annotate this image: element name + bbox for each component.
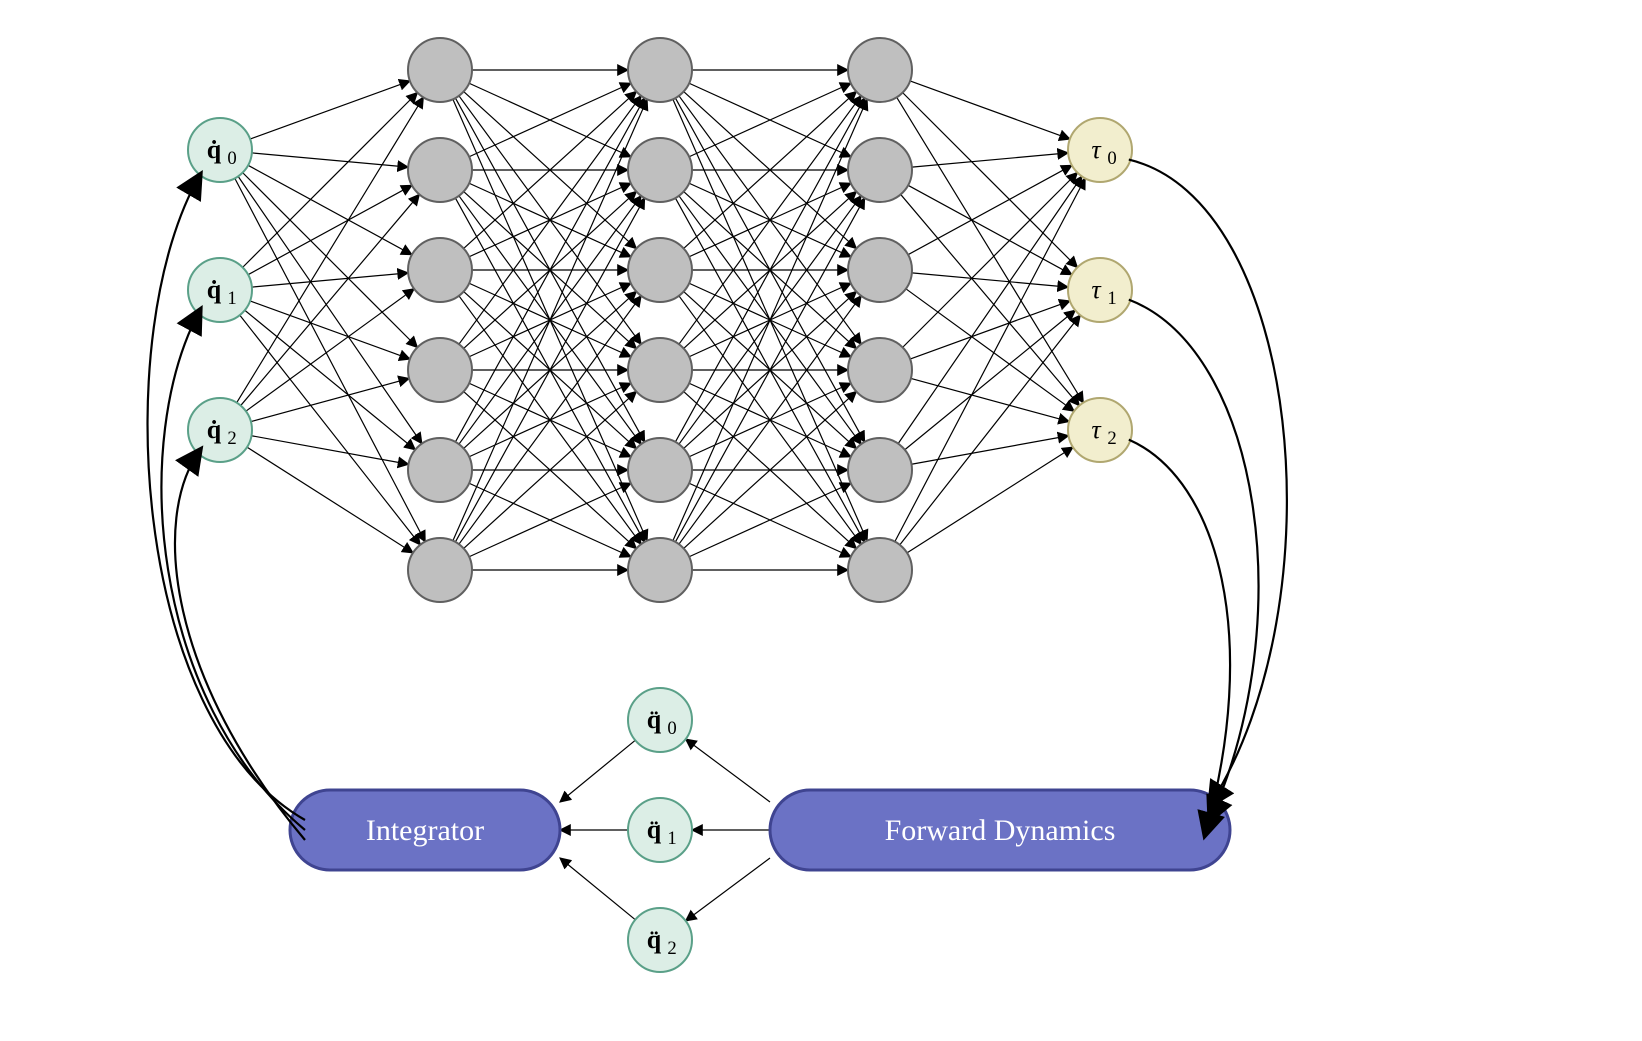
hidden-node-0-4 — [408, 438, 472, 502]
node-label: q̈ — [647, 705, 662, 734]
feedback-out-to-fd-1 — [1129, 300, 1259, 820]
hidden-node-2-0 — [848, 38, 912, 102]
node-label-sub: 0 — [1107, 148, 1116, 169]
hidden-node-0-5 — [408, 538, 472, 602]
feedback-out-to-fd-0 — [1129, 160, 1287, 805]
forward-dynamics-box-label: Forward Dynamics — [885, 814, 1116, 847]
feedback-int-to-in-2 — [175, 450, 305, 840]
hidden-node-1-0 — [628, 38, 692, 102]
hidden-node-0-0 — [408, 38, 472, 102]
integrator-box-label: Integrator — [366, 814, 484, 847]
hidden-node-1-1 — [628, 138, 692, 202]
hidden-node-1-5 — [628, 538, 692, 602]
hidden-node-0-1 — [408, 138, 472, 202]
hidden-node-2-4 — [848, 438, 912, 502]
feedback-out-to-fd-2 — [1129, 440, 1230, 835]
hidden-node-2-2 — [848, 238, 912, 302]
neural-network-diagram: q̇0q̇1q̇2τ0τ1τ2q̈0q̈1q̈2IntegratorForwar… — [0, 0, 1642, 1041]
hidden-node-0-3 — [408, 338, 472, 402]
node-label: q̇ — [207, 135, 222, 164]
hidden-node-2-3 — [848, 338, 912, 402]
node-label-sub: 2 — [227, 428, 236, 449]
node-label: q̇ — [207, 275, 222, 304]
node-label-sub: 0 — [227, 148, 236, 169]
node-label-sub: 1 — [1107, 288, 1116, 309]
node-label: q̈ — [647, 815, 662, 844]
node-label: q̇ — [207, 415, 222, 444]
hidden-node-1-4 — [628, 438, 692, 502]
node-label-sub: 1 — [667, 828, 676, 849]
node-label: q̈ — [647, 925, 662, 954]
node-label-sub: 2 — [1107, 428, 1116, 449]
hidden-node-1-2 — [628, 238, 692, 302]
hidden-node-0-2 — [408, 238, 472, 302]
node-label-sub: 2 — [667, 938, 676, 959]
hidden-node-2-1 — [848, 138, 912, 202]
node-label-sub: 0 — [667, 718, 676, 739]
hidden-node-2-5 — [848, 538, 912, 602]
hidden-node-1-3 — [628, 338, 692, 402]
node-label-sub: 1 — [227, 288, 236, 309]
